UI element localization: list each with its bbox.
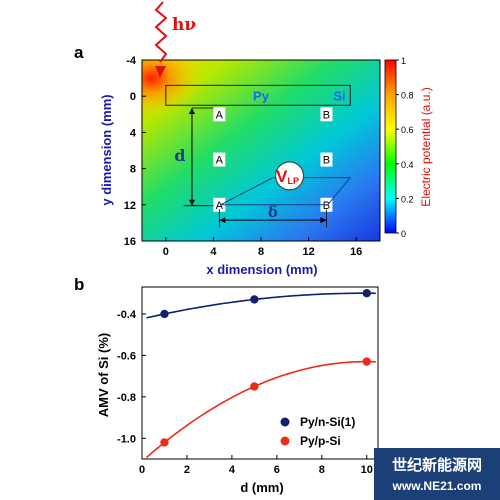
hv-label: hν (172, 15, 196, 35)
electrode-box-4 (213, 197, 226, 212)
panel-b-markers (160, 289, 371, 447)
cb-tick-label-2: 0.6 (401, 125, 414, 135)
a-ytick-label-4: 12 (124, 200, 136, 212)
a-xtick-label-3: 12 (302, 246, 314, 258)
legend-label-p-si: Py/p-Si (300, 434, 341, 448)
b-ytick-label-0: -0.4 (117, 309, 137, 321)
data-point-1-0 (160, 438, 169, 447)
panel-b-data (145, 292, 376, 459)
colorbar (384, 59, 397, 234)
b-xtick-label-2: 4 (229, 464, 236, 476)
a-ytick-label-5: 16 (124, 236, 136, 248)
voltage-meter (274, 161, 305, 191)
cb-tick-label-5: 0 (401, 229, 406, 239)
a-ylabel: y dimension (mm) (99, 94, 114, 205)
light-arrowhead (155, 66, 166, 78)
measurement-circuit (220, 177, 352, 206)
voltage-subscript: LP (287, 176, 299, 186)
panel-a-heatmap: 0 4 8 12 16 -4 0 4 8 12 16 Py Si A B A B A B VLP d δ (124, 55, 381, 258)
voltage-label: VLP (276, 167, 299, 186)
cb-tick-label-1: 0.8 (401, 91, 414, 101)
electrode-box-2 (213, 152, 226, 167)
a-ytick-label-1: 0 (130, 91, 136, 103)
electrode-box-3 (320, 152, 333, 167)
d-label: d (174, 146, 185, 165)
colorbar-ticks: 1 0.8 0.6 0.4 0.2 0 (396, 56, 414, 239)
strip-label-py: Py (253, 89, 270, 104)
watermark-url: www.NE21.com (392, 479, 482, 493)
strip-label-si: Si (333, 89, 345, 104)
electrode-label-1: B (323, 109, 330, 121)
a-xtick-label-4: 16 (350, 246, 362, 258)
b-xtick-label-5: 10 (361, 464, 373, 476)
electrode-label-2: A (216, 155, 224, 167)
electrode-box-0 (213, 107, 226, 122)
d-arrowhead-bottom (188, 199, 195, 206)
legend-marker-p-si (280, 436, 290, 446)
electrode-label-4: A (216, 200, 224, 212)
py-si-strip (165, 84, 351, 106)
data-point-1-2 (362, 357, 371, 366)
electrode-label-3: B (323, 155, 330, 167)
b-ytick-label-2: -0.8 (117, 392, 136, 404)
panel-b-label: b (74, 275, 84, 294)
data-point-0-2 (362, 289, 371, 298)
a-xtick-label-1: 4 (210, 246, 217, 258)
data-point-1-1 (250, 382, 259, 391)
a-xtick-label-0: 0 (163, 246, 169, 258)
data-point-0-0 (160, 309, 169, 319)
legend-label-n-si: Py/n-Si(1) (300, 415, 355, 429)
panel-a-label: a (74, 43, 84, 62)
a-ytick-label-0: -4 (126, 55, 137, 67)
b-ytick-label-1: -0.6 (117, 350, 136, 362)
electrode-box-1 (320, 107, 333, 122)
fit-line-0 (146, 292, 376, 319)
a-ytick-label-2: 4 (130, 127, 137, 139)
watermark-title: 世纪新能源网 (392, 456, 482, 474)
a-xtick-label-2: 8 (258, 246, 264, 258)
watermark: 世纪新能源网 www.NE21.com (374, 448, 500, 500)
b-xlabel: d (mm) (240, 480, 283, 495)
delta-arrowhead-right (320, 217, 327, 224)
b-ytick-label-3: -1.0 (117, 433, 136, 445)
cb-tick-label-3: 0.4 (401, 160, 414, 170)
legend-marker-n-si (280, 417, 290, 427)
electrode-label-5: B (323, 200, 330, 212)
cb-tick-label-0: 1 (401, 56, 406, 66)
data-point-0-1 (250, 295, 259, 304)
b-ylabel: AMV of Si (%) (96, 333, 111, 418)
b-xtick-label-1: 2 (184, 464, 190, 476)
d-arrowhead-top (188, 107, 195, 114)
panel-b-ticks: 0 2 4 6 8 10 -0.4 -0.6 -0.8 -1.0 (117, 309, 373, 476)
electrode-label-0: A (216, 109, 224, 121)
a-ytick-label-3: 8 (130, 164, 136, 176)
colorbar-title: Electric potential (a.u.) (419, 87, 433, 206)
light-wave (154, 1, 168, 63)
hot-spot (142, 60, 380, 241)
b-xtick-label-3: 6 (274, 464, 280, 476)
a-xlabel: x dimension (mm) (206, 262, 317, 277)
legend: Py/n-Si(1) Py/p-Si (280, 415, 355, 448)
b-xtick-label-4: 8 (319, 464, 325, 476)
delta-arrowhead-left (219, 217, 226, 224)
watermark-background (374, 448, 500, 500)
cb-tick-label-4: 0.2 (401, 194, 414, 204)
delta-label: δ (268, 203, 278, 221)
b-xtick-label-0: 0 (139, 464, 145, 476)
fit-line-1 (145, 360, 376, 459)
